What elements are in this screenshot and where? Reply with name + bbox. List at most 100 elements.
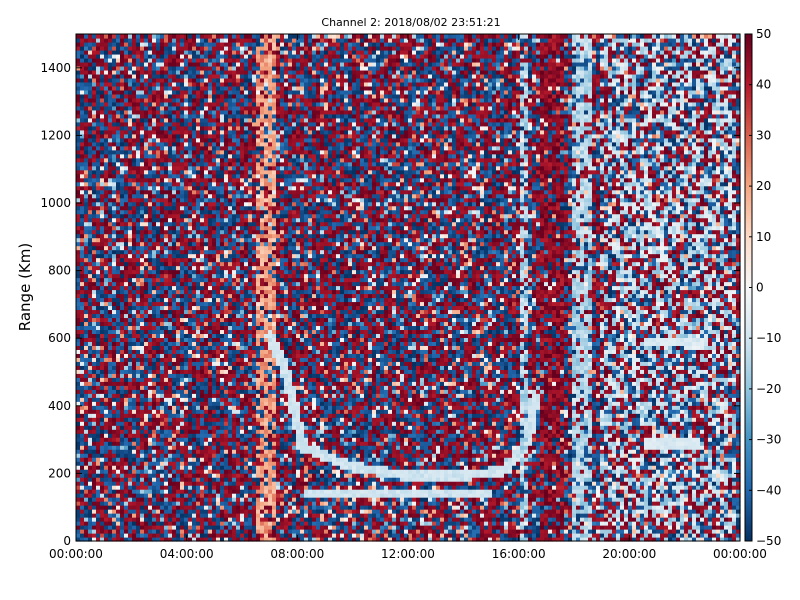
heatmap-cell: [80, 421, 85, 426]
heatmap-cell: [184, 473, 189, 478]
heatmap-cell: [96, 153, 101, 159]
heatmap-cell: [156, 109, 161, 115]
heatmap-cell: [124, 457, 129, 462]
heatmap-cell: [220, 385, 225, 390]
heatmap-cell: [224, 385, 229, 390]
heatmap-cell: [124, 309, 129, 315]
heatmap-cell: [168, 57, 173, 63]
heatmap-cell: [184, 41, 189, 47]
heatmap-cell: [120, 413, 125, 418]
heatmap-cell: [76, 321, 81, 327]
heatmap-cell: [108, 533, 113, 538]
heatmap-cell: [160, 333, 165, 338]
heatmap-cell: [180, 465, 185, 470]
heatmap-cell: [168, 109, 173, 115]
heatmap-cell: [100, 109, 105, 115]
heatmap-cell: [228, 389, 233, 394]
heatmap-cell: [220, 105, 225, 111]
heatmap-cell: [192, 473, 197, 478]
heatmap-cell: [80, 69, 85, 75]
heatmap-cell: [124, 433, 129, 438]
heatmap-cell: [140, 385, 145, 390]
heatmap-cell: [124, 149, 129, 155]
heatmap-cell: [156, 245, 161, 251]
heatmap-cell: [120, 309, 125, 315]
heatmap-cell: [88, 265, 93, 271]
heatmap-cell: [176, 153, 181, 159]
heatmap-cell: [228, 465, 233, 470]
heatmap-cell: [128, 373, 133, 378]
heatmap-cell: [192, 401, 197, 406]
heatmap-cell: [136, 41, 141, 47]
heatmap-cell: [128, 309, 133, 315]
heatmap-cell: [128, 369, 133, 374]
heatmap-cell: [88, 69, 93, 75]
heatmap-cell: [220, 113, 225, 119]
heatmap-cell: [84, 349, 89, 354]
heatmap-cell: [200, 225, 205, 231]
heatmap-cell: [152, 209, 157, 215]
heatmap-cell: [220, 489, 225, 494]
heatmap-cell: [120, 445, 125, 450]
heatmap-cell: [80, 297, 85, 303]
heatmap-cell: [108, 313, 113, 319]
heatmap-cell: [116, 301, 121, 307]
heatmap-cell: [92, 281, 97, 287]
heatmap-cell: [184, 257, 189, 263]
heatmap-cell: [224, 329, 229, 335]
heatmap-cell: [124, 173, 129, 179]
heatmap-cell: [124, 289, 129, 295]
heatmap-cell: [212, 141, 217, 147]
heatmap-cell: [176, 93, 181, 99]
heatmap-cell: [204, 257, 209, 263]
heatmap-cell: [196, 121, 201, 127]
heatmap-cell: [112, 445, 117, 450]
heatmap-cell: [212, 413, 217, 418]
heatmap-cell: [228, 501, 233, 506]
heatmap-cell: [176, 309, 181, 315]
heatmap-cell: [124, 137, 129, 143]
heatmap-cell: [156, 253, 161, 259]
heatmap-cell: [116, 365, 121, 370]
heatmap-cell: [152, 37, 157, 43]
heatmap-cell: [76, 41, 81, 47]
heatmap-cell: [196, 129, 201, 135]
heatmap-cell: [188, 301, 193, 307]
heatmap-cell: [144, 137, 149, 143]
heatmap-cell: [156, 457, 161, 462]
heatmap-cell: [132, 129, 137, 135]
heatmap-cell: [224, 177, 229, 183]
heatmap-cell: [92, 205, 97, 211]
heatmap-cell: [168, 393, 173, 398]
heatmap-cell: [144, 393, 149, 398]
heatmap-cell: [132, 489, 137, 494]
heatmap-cell: [220, 309, 225, 315]
heatmap-cell: [172, 257, 177, 263]
heatmap-cell: [80, 181, 85, 187]
heatmap-cell: [200, 501, 205, 506]
heatmap-cell: [212, 345, 217, 350]
heatmap-cell: [180, 509, 185, 514]
heatmap-cell: [88, 109, 93, 115]
heatmap-cell: [160, 421, 165, 426]
heatmap-cell: [184, 377, 189, 382]
heatmap-cell: [140, 193, 145, 199]
heatmap-cell: [224, 381, 229, 386]
heatmap-cell: [192, 397, 197, 402]
heatmap-cell: [228, 261, 233, 267]
heatmap-cell: [76, 305, 81, 311]
heatmap-cell: [100, 125, 105, 131]
heatmap-cell: [200, 113, 205, 119]
heatmap-cell: [228, 89, 233, 95]
heatmap-cell: [104, 185, 109, 191]
heatmap-cell: [180, 325, 185, 331]
heatmap-cell: [136, 393, 141, 398]
heatmap-cell: [116, 457, 121, 462]
heatmap-cell: [148, 121, 153, 127]
heatmap-cell: [200, 245, 205, 251]
heatmap-cell: [216, 37, 221, 43]
heatmap-cell: [144, 389, 149, 394]
heatmap-cell: [132, 385, 137, 390]
heatmap-cell: [164, 413, 169, 418]
heatmap-cell: [188, 225, 193, 231]
